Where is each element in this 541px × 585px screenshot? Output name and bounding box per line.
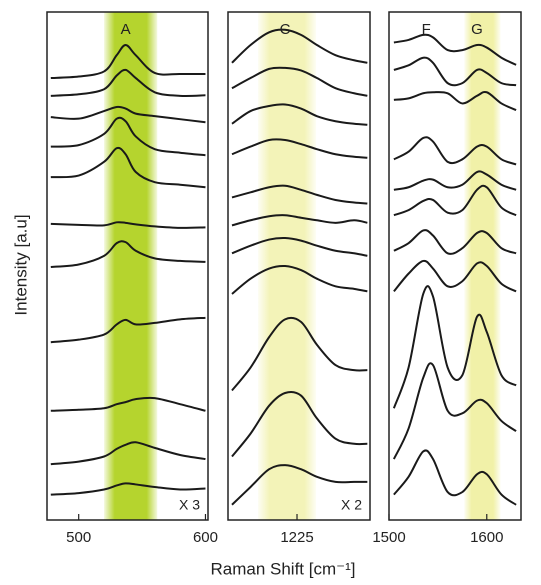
spectrum-line xyxy=(50,116,206,157)
scale-note: X 2 xyxy=(341,497,362,513)
peak-label: G xyxy=(471,21,483,38)
spectrum-line xyxy=(50,146,206,189)
spectrum-line xyxy=(393,136,517,166)
spectrum-line xyxy=(231,138,368,159)
highlight-band xyxy=(104,12,158,520)
spectrum-line xyxy=(393,170,517,191)
spectrum-line xyxy=(231,390,368,458)
spectrum-line xyxy=(393,449,517,506)
spectrum-line xyxy=(50,316,206,344)
plot-frame xyxy=(46,11,209,521)
spectrum-line xyxy=(231,214,368,227)
spectrum-line xyxy=(231,28,368,64)
plot-frame xyxy=(388,11,522,521)
plot-frame xyxy=(227,11,371,521)
peak-label: A xyxy=(121,21,131,38)
x-tick-label: 1225 xyxy=(280,529,313,546)
scale-note: X 3 xyxy=(179,497,200,513)
spectrum-line xyxy=(231,103,368,126)
highlight-band xyxy=(464,12,501,520)
spectrum-line xyxy=(231,237,368,257)
spectrum-line xyxy=(231,264,368,295)
x-tick-label: 1600 xyxy=(470,529,503,546)
spectrum-line xyxy=(231,66,368,97)
spectrum-line xyxy=(393,90,517,111)
spectrum-line xyxy=(231,316,368,392)
x-tick-label: 500 xyxy=(66,529,91,546)
spectrum-line xyxy=(50,68,206,97)
spectrum-line xyxy=(50,396,206,412)
spectrum-line xyxy=(50,44,206,80)
spectrum-line xyxy=(393,229,517,255)
x-axis-label: Raman Shift [cm⁻¹] xyxy=(210,559,355,578)
spectrum-line xyxy=(50,105,206,124)
peak-label: F xyxy=(422,21,431,38)
spectrum-line xyxy=(392,362,517,460)
x-tick-label: 1500 xyxy=(372,529,405,546)
spectrum-line xyxy=(50,482,206,496)
y-axis-label: Intensity [a.u] xyxy=(11,214,30,315)
spectrum-line xyxy=(393,259,517,293)
spectrum-line xyxy=(50,441,206,466)
peak-label: C xyxy=(280,21,291,38)
spectrum-line xyxy=(393,56,517,87)
spectrum-line xyxy=(231,464,368,506)
spectrum-line xyxy=(50,221,206,229)
spectrum-line xyxy=(50,240,206,269)
spectrum-line xyxy=(393,184,517,217)
spectrum-line xyxy=(393,33,517,66)
spectrum-line xyxy=(231,184,368,205)
spectrum-line xyxy=(392,285,517,409)
x-tick-label: 600 xyxy=(193,529,218,546)
